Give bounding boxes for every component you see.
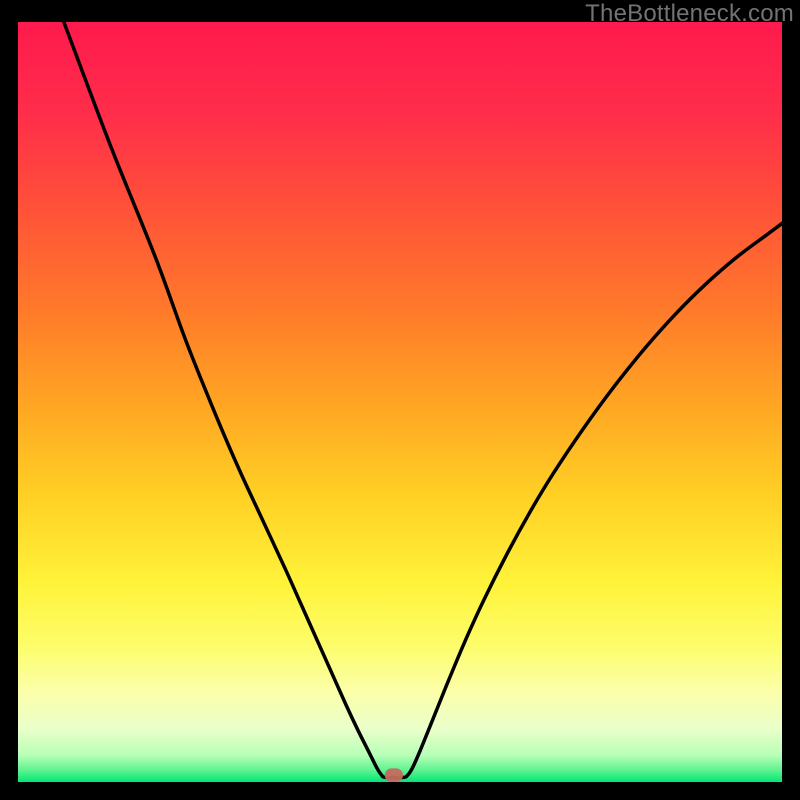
- watermark-text: TheBottleneck.com: [585, 0, 794, 28]
- optimal-point-marker: [385, 768, 403, 782]
- gradient-background: [18, 22, 782, 782]
- bottleneck-curve-chart: [18, 22, 782, 782]
- chart-stage: TheBottleneck.com: [0, 0, 800, 800]
